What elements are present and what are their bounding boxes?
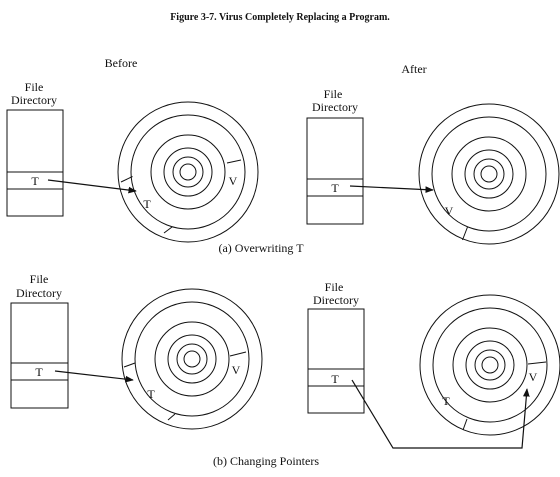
- file-directory-label-line2: Directory: [11, 93, 57, 107]
- panel-a-after: File Directory T V: [306, 87, 560, 245]
- figure-title: Figure 3-7. Virus Completely Replacing a…: [170, 12, 390, 23]
- block-t: T: [143, 197, 151, 211]
- panel-a-before: File Directory T T V: [6, 80, 259, 243]
- block-t: T: [442, 394, 450, 408]
- disk-platter: [418, 103, 560, 245]
- file-directory-label-line1: File: [30, 272, 49, 286]
- caption-a: (a) Overwriting T: [218, 241, 304, 255]
- file-directory-label-line2: Directory: [16, 286, 62, 300]
- after-label: After: [401, 62, 426, 76]
- block-t: T: [147, 387, 155, 401]
- directory-entry-t: T: [331, 372, 339, 386]
- pointer-arrow: [349, 185, 434, 193]
- block-v: V: [529, 370, 538, 384]
- file-directory-box: [10, 302, 69, 409]
- directory-entry-t: T: [331, 181, 339, 195]
- panel-b-before: File Directory T T V: [10, 272, 263, 430]
- block-v: V: [445, 204, 454, 218]
- disk-platter: [117, 101, 259, 243]
- file-directory-box: [307, 308, 365, 414]
- caption-b: (b) Changing Pointers: [213, 454, 319, 468]
- disk-platter: [121, 288, 263, 430]
- file-directory-label-line2: Directory: [312, 100, 358, 114]
- file-directory-box: [6, 109, 64, 217]
- pointer-arrow: [47, 179, 137, 194]
- block-v: V: [232, 363, 241, 377]
- directory-entry-t: T: [31, 174, 39, 188]
- file-directory-label-line2: Directory: [313, 293, 359, 307]
- file-directory-label-line1: File: [25, 80, 44, 94]
- disk-platter: [419, 294, 560, 436]
- directory-entry-t: T: [35, 365, 43, 379]
- panel-b-after: File Directory T T V: [307, 280, 560, 449]
- file-directory-label-line1: File: [325, 280, 344, 294]
- before-label: Before: [105, 56, 138, 70]
- pointer-arrow: [351, 379, 530, 449]
- block-v: V: [229, 174, 238, 188]
- pointer-arrow: [54, 370, 134, 383]
- file-directory-box: [306, 117, 364, 225]
- file-directory-label-line1: File: [324, 87, 343, 101]
